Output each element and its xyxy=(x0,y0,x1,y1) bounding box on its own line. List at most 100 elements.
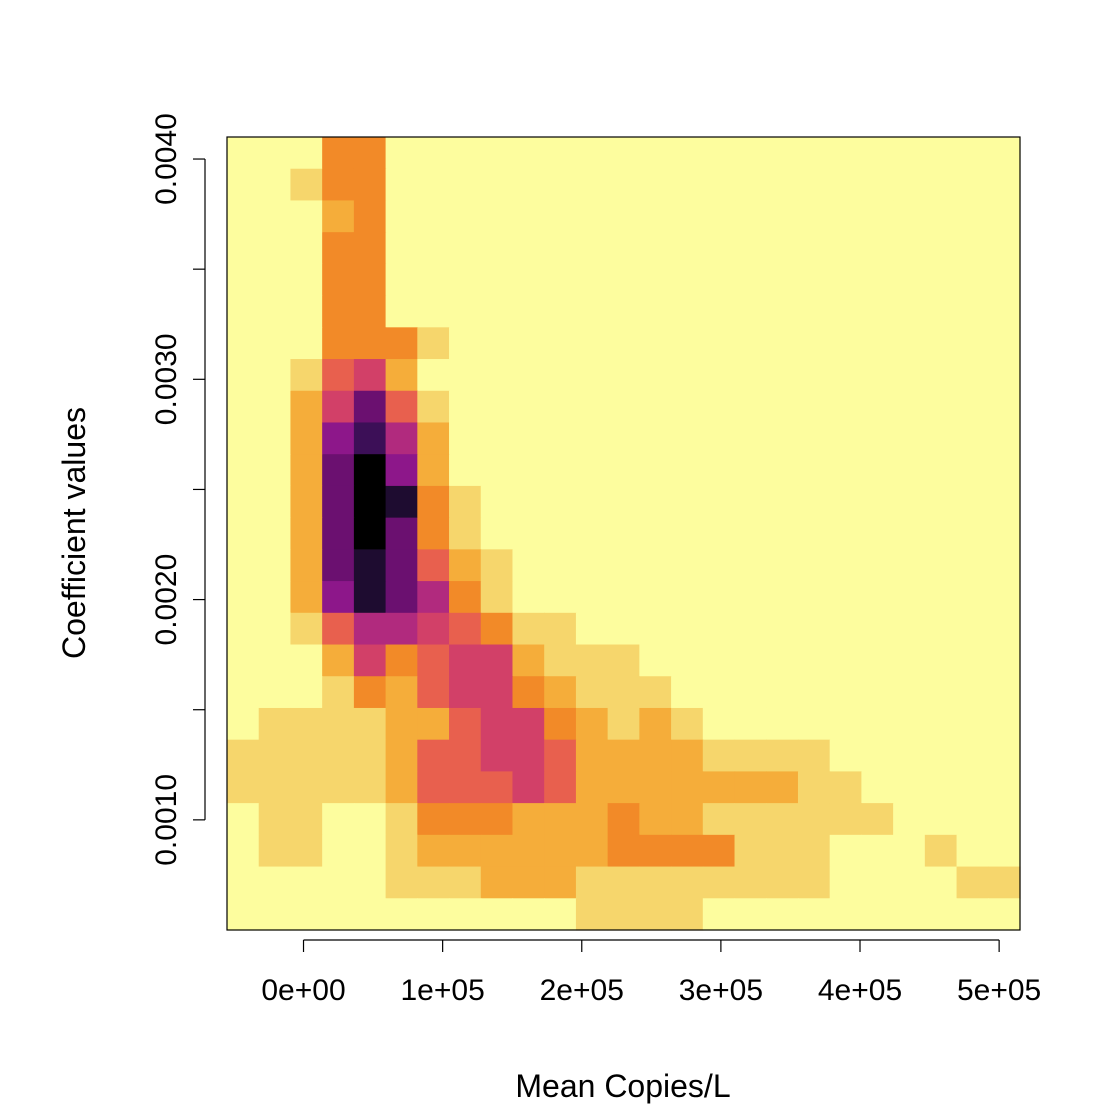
heatmap-cell xyxy=(734,517,767,550)
heatmap-cell xyxy=(893,803,926,836)
heatmap-cell xyxy=(829,834,862,868)
heatmap-cell xyxy=(797,454,831,487)
heatmap-cell xyxy=(766,866,799,899)
heatmap-cell xyxy=(417,517,450,550)
heatmap-cell xyxy=(417,834,450,868)
heatmap-cell xyxy=(956,454,989,487)
heatmap-cell xyxy=(290,707,323,741)
heatmap-cell xyxy=(575,517,609,550)
heatmap-cell xyxy=(575,771,609,804)
heatmap-cell xyxy=(385,866,418,899)
heatmap-cell xyxy=(829,390,862,424)
heatmap-cell xyxy=(734,612,767,646)
heatmap-cell xyxy=(702,200,736,233)
heatmap-cell xyxy=(417,644,450,677)
heatmap-cell xyxy=(512,676,545,709)
heatmap-cell xyxy=(449,137,482,170)
heatmap-cell xyxy=(797,739,831,772)
heatmap-cell xyxy=(512,200,545,233)
heatmap-cell xyxy=(639,200,672,233)
heatmap-cell xyxy=(353,327,387,360)
heatmap-cell xyxy=(480,739,514,772)
heatmap-cell xyxy=(385,803,418,836)
heatmap-cell xyxy=(290,517,323,550)
heatmap-cell xyxy=(512,707,545,741)
heatmap-cell xyxy=(671,454,704,487)
heatmap-cell xyxy=(861,707,894,741)
heatmap-cell xyxy=(227,232,260,265)
heatmap-cell xyxy=(258,866,292,899)
heatmap-cell xyxy=(480,771,514,804)
heatmap-cell xyxy=(956,644,989,677)
heatmap-cell xyxy=(385,295,418,328)
heatmap-cell xyxy=(290,359,323,392)
heatmap-cell xyxy=(544,676,577,709)
heatmap-cell xyxy=(480,200,514,233)
heatmap-cell xyxy=(861,359,894,392)
heatmap-cell xyxy=(417,707,450,741)
heatmap-cell xyxy=(924,168,958,202)
heatmap-cell xyxy=(924,263,958,297)
heatmap-cell xyxy=(639,676,672,709)
heatmap-cell xyxy=(956,168,989,202)
heatmap-cell xyxy=(797,549,831,582)
heatmap-cell xyxy=(449,485,482,519)
heatmap-cell xyxy=(671,232,704,265)
heatmap-cell xyxy=(290,676,323,709)
heatmap-cell xyxy=(417,581,450,614)
heatmap-cell xyxy=(607,549,640,582)
heatmap-cell xyxy=(258,834,292,868)
heatmap-cell xyxy=(766,644,799,677)
heatmap-cell xyxy=(607,581,640,614)
heatmap-cell xyxy=(797,612,831,646)
heatmap-cell xyxy=(766,137,799,170)
heatmap-cell xyxy=(512,454,545,487)
heatmap-cell xyxy=(480,137,514,170)
heatmap-cell xyxy=(449,581,482,614)
heatmap-cell xyxy=(353,232,387,265)
heatmap-cell xyxy=(893,644,926,677)
heatmap-cell xyxy=(988,137,1021,170)
heatmap-cell xyxy=(766,707,799,741)
heatmap-cell xyxy=(322,549,355,582)
heatmap-cell xyxy=(227,834,260,868)
heatmap-cell xyxy=(671,898,704,931)
heatmap-cell xyxy=(575,232,609,265)
heatmap-cell xyxy=(766,612,799,646)
heatmap-cell xyxy=(829,137,862,170)
heatmap-cell xyxy=(449,612,482,646)
heatmap-cell xyxy=(893,707,926,741)
heatmap-cell xyxy=(829,517,862,550)
heatmap-cell xyxy=(607,390,640,424)
heatmap-cell xyxy=(449,644,482,677)
y-tick-label: 0.0020 xyxy=(150,554,183,646)
heatmap-cell xyxy=(353,707,387,741)
heatmap-cell xyxy=(829,771,862,804)
heatmap-cell xyxy=(639,168,672,202)
heatmap-cell xyxy=(227,454,260,487)
heatmap-cell xyxy=(893,739,926,772)
heatmap-cell xyxy=(480,263,514,297)
heatmap-cell xyxy=(671,137,704,170)
heatmap-cell xyxy=(290,898,323,931)
heatmap-cell xyxy=(702,644,736,677)
heatmap-cell xyxy=(671,263,704,297)
heatmap-cell xyxy=(893,390,926,424)
heatmap-cell xyxy=(322,232,355,265)
heatmap-cell xyxy=(639,771,672,804)
heatmap-cell xyxy=(956,485,989,519)
heatmap-cell xyxy=(227,517,260,550)
heatmap-cell xyxy=(544,612,577,646)
heatmap-cell xyxy=(639,612,672,646)
x-tick-label: 1e+05 xyxy=(401,974,485,1007)
heatmap-cell xyxy=(417,263,450,297)
heatmap-cell xyxy=(861,581,894,614)
heatmap-cell xyxy=(734,834,767,868)
heatmap-cell xyxy=(258,612,292,646)
heatmap-cell xyxy=(480,454,514,487)
heatmap-cell xyxy=(353,834,387,868)
heatmap-cell xyxy=(988,454,1021,487)
heatmap-cell xyxy=(290,739,323,772)
heatmap-cell xyxy=(575,898,609,931)
heatmap-cell xyxy=(988,707,1021,741)
